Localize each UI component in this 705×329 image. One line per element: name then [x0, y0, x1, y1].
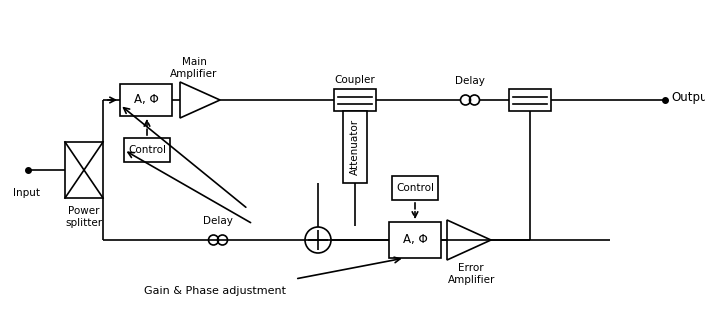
Text: Input: Input: [13, 188, 39, 198]
Text: Coupler: Coupler: [335, 75, 375, 85]
Text: Gain & Phase adjustment: Gain & Phase adjustment: [144, 286, 286, 296]
Text: Power
splitter: Power splitter: [66, 206, 102, 228]
Text: Attenuator: Attenuator: [350, 119, 360, 175]
Text: Main
Amplifier: Main Amplifier: [171, 57, 218, 79]
Text: A, Φ: A, Φ: [403, 234, 427, 246]
Text: Error
Amplifier: Error Amplifier: [448, 263, 495, 285]
Bar: [343, 111, 367, 183]
Bar: [334, 89, 376, 111]
Text: Delay: Delay: [203, 216, 233, 226]
Bar: [65, 142, 103, 198]
Text: Control: Control: [396, 183, 434, 193]
Bar: [389, 222, 441, 258]
Text: Output: Output: [671, 91, 705, 105]
Bar: [120, 84, 172, 116]
Text: Delay: Delay: [455, 76, 485, 86]
Bar: [392, 176, 438, 200]
Bar: [509, 89, 551, 111]
Bar: [124, 138, 170, 162]
Text: A, Φ: A, Φ: [134, 93, 159, 107]
Text: Control: Control: [128, 145, 166, 155]
